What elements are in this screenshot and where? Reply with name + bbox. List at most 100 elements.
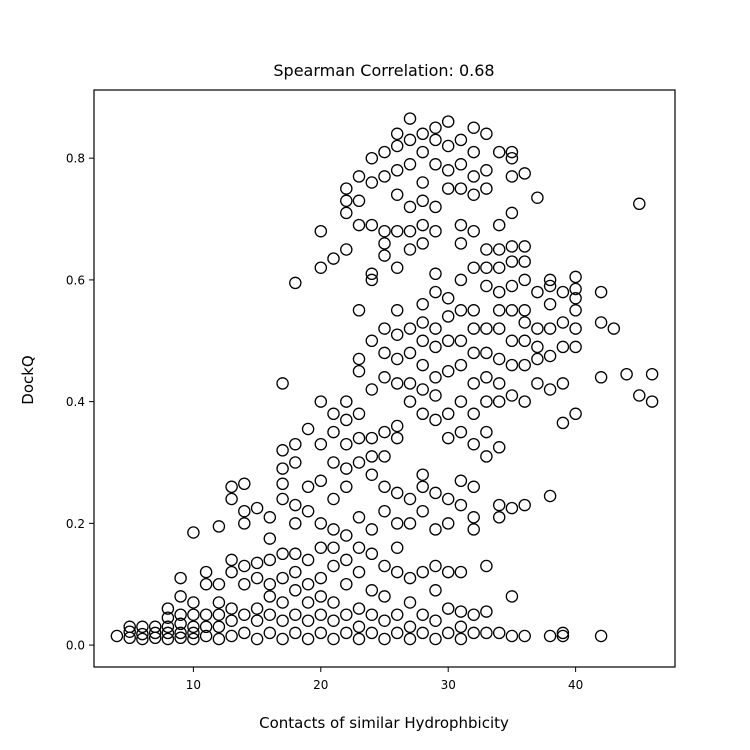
data-point <box>505 629 519 643</box>
data-point <box>429 224 442 238</box>
data-point <box>390 139 404 153</box>
data-point <box>594 629 608 643</box>
data-point <box>390 164 404 177</box>
data-point <box>327 559 340 573</box>
data-point <box>340 553 353 567</box>
data-point <box>556 626 570 640</box>
data-point <box>441 115 455 128</box>
data-point <box>327 456 340 469</box>
y-tick-label: 0.4 <box>66 395 85 409</box>
data-point <box>123 625 136 638</box>
data-point <box>531 322 544 335</box>
data-point <box>263 626 277 640</box>
data-point <box>199 629 213 643</box>
data-point <box>136 627 149 641</box>
data-point <box>225 629 238 643</box>
data-point <box>403 596 417 609</box>
data-point <box>352 194 366 208</box>
data-point <box>416 316 429 329</box>
data-point <box>301 577 315 591</box>
data-point <box>480 559 493 573</box>
data-point <box>467 145 480 159</box>
data-point <box>352 632 366 646</box>
data-point <box>289 547 302 561</box>
data-point <box>390 377 404 390</box>
data-point <box>429 632 442 646</box>
data-point <box>556 316 570 329</box>
y-tick-label: 0.6 <box>66 273 85 287</box>
data-point <box>390 517 404 530</box>
data-point <box>492 145 506 159</box>
data-point <box>620 367 633 381</box>
data-point <box>467 261 480 274</box>
data-point <box>378 559 391 573</box>
data-point <box>492 304 506 317</box>
data-point <box>480 605 493 618</box>
data-point <box>289 584 302 597</box>
data-point <box>390 304 404 317</box>
data-point <box>276 632 289 646</box>
data-point <box>403 200 417 214</box>
data-point <box>543 489 557 503</box>
data-point <box>238 517 251 530</box>
data-point <box>429 523 442 536</box>
data-point <box>492 322 506 335</box>
data-point <box>633 389 646 402</box>
data-point <box>276 596 289 609</box>
data-point <box>403 224 417 238</box>
data-point <box>390 626 404 640</box>
data-point <box>263 608 277 621</box>
data-point <box>416 127 429 141</box>
data-point <box>467 322 480 335</box>
x-tick-label: 20 <box>313 678 328 692</box>
data-point <box>352 304 366 317</box>
data-point <box>327 425 340 439</box>
data-point <box>340 395 353 408</box>
data-point <box>505 151 519 165</box>
data-point <box>633 197 646 211</box>
data-point <box>352 407 366 421</box>
data-point <box>416 608 429 621</box>
data-point <box>492 261 506 274</box>
y-axis-label: DockQ <box>19 355 37 404</box>
data-point <box>429 559 442 573</box>
data-point <box>174 571 187 585</box>
data-point <box>518 316 531 329</box>
data-point <box>378 249 391 262</box>
data-point <box>301 422 315 436</box>
data-point <box>250 602 264 615</box>
data-point <box>429 614 442 627</box>
data-point <box>403 346 417 360</box>
data-point <box>378 590 391 603</box>
data-point <box>645 367 659 381</box>
data-point <box>480 164 493 177</box>
data-point <box>429 133 442 147</box>
data-point <box>454 304 468 317</box>
data-point <box>454 182 468 195</box>
data-point <box>289 456 302 469</box>
data-point <box>250 501 264 515</box>
data-point <box>199 608 213 621</box>
data-point <box>390 486 404 500</box>
data-point <box>365 626 379 640</box>
data-point <box>289 608 302 621</box>
data-point <box>403 322 417 335</box>
data-point <box>390 188 404 201</box>
data-point <box>123 620 136 634</box>
data-point <box>352 218 366 232</box>
data-point <box>289 437 302 451</box>
data-point <box>314 437 328 451</box>
data-point <box>365 608 379 621</box>
data-point <box>467 304 480 317</box>
data-point <box>314 224 328 238</box>
data-point <box>352 602 366 615</box>
data-point <box>416 297 429 311</box>
data-point <box>352 541 366 554</box>
data-point <box>365 584 379 597</box>
data-point <box>505 304 519 317</box>
data-point <box>556 340 570 354</box>
data-point <box>492 441 506 454</box>
data-point <box>263 553 277 567</box>
data-point <box>199 565 213 579</box>
